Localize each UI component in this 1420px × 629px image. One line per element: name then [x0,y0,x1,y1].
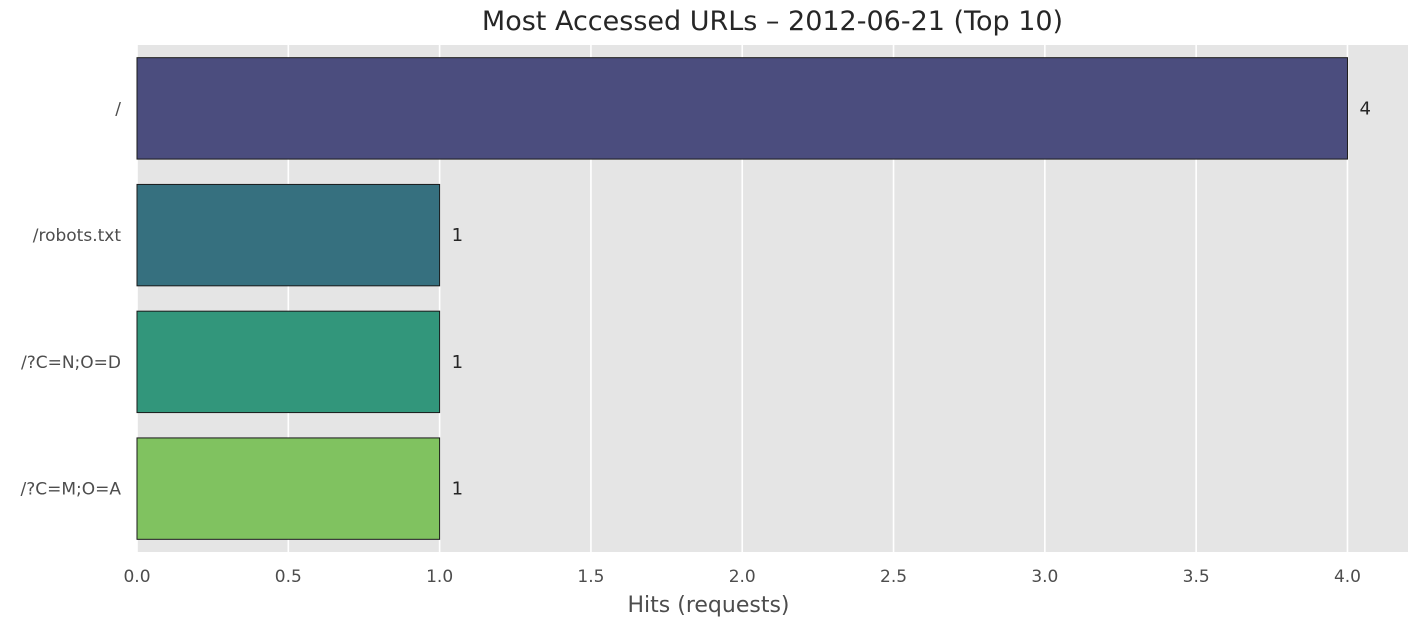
bar-value-label: 1 [452,352,463,373]
x-tick-label: 4.0 [1334,567,1361,587]
x-tick-label: 0.0 [123,567,150,587]
x-axis-title: Hits (requests) [628,593,790,618]
y-tick-label: / [115,99,121,119]
x-tick-label: 3.0 [1031,567,1058,587]
bar-value-label: 1 [452,225,463,246]
x-tick-label: 0.5 [275,567,302,587]
bar [136,183,441,287]
x-tick-label: 1.5 [577,567,604,587]
bar [136,57,1348,160]
x-tick-labels: 0.0 0.5 1.0 1.5 2.0 2.5 3.0 3.5 4.0 [123,567,1361,587]
bar [136,437,441,540]
y-tick-label: /?C=N;O=D [21,353,121,373]
y-tick-label: /?C=M;O=A [20,480,121,500]
bars [136,57,1348,540]
y-tick-label: /robots.txt [33,226,122,246]
bar-value-label: 4 [1359,98,1370,119]
x-tick-label: 3.5 [1183,567,1210,587]
x-tick-label: 2.0 [729,567,756,587]
chart-title: Most Accessed URLs – 2012-06-21 (Top 10) [481,6,1064,37]
bar [136,310,441,414]
y-tick-labels: / /robots.txt /?C=N;O=D /?C=M;O=A [20,99,121,499]
x-tick-label: 2.5 [880,567,907,587]
value-labels: 4 1 1 1 [452,98,1371,499]
bar-value-label: 1 [452,479,463,500]
x-tick-label: 1.0 [426,567,453,587]
